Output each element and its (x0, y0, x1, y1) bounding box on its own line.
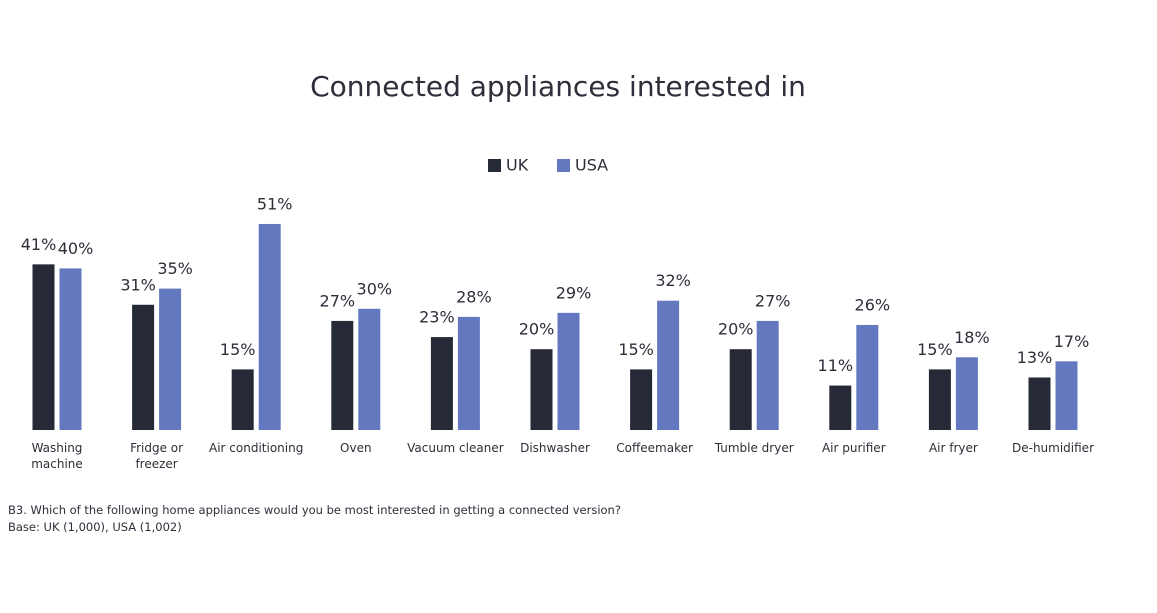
bar (928, 369, 951, 430)
footnote: Base: UK (1,000), USA (1,002) (8, 520, 182, 534)
data-label: 32% (655, 271, 691, 290)
bar (59, 268, 82, 430)
bar (32, 264, 55, 430)
data-label: 15% (917, 340, 953, 359)
data-label: 20% (519, 320, 555, 339)
data-label: 27% (320, 291, 356, 310)
data-label: 15% (220, 340, 256, 359)
legend-swatch (557, 159, 570, 172)
x-tick-label: Vacuum cleaner (407, 441, 504, 455)
bar (1028, 377, 1051, 430)
data-label: 23% (419, 308, 455, 327)
data-label: 30% (357, 279, 393, 298)
bar (729, 349, 752, 430)
x-tick-label: Air fryer (928, 441, 978, 455)
bar (132, 304, 155, 430)
bar (358, 308, 381, 430)
legend-label: USA (575, 156, 608, 175)
bar (530, 349, 553, 430)
data-label: 51% (257, 194, 293, 213)
legend-label: UK (506, 156, 529, 175)
data-label: 11% (818, 356, 854, 375)
data-label: 27% (755, 291, 791, 310)
bar (756, 320, 779, 430)
data-label: 17% (1054, 332, 1090, 351)
bar (457, 316, 480, 430)
legend-swatch (488, 159, 501, 172)
data-label: 15% (618, 340, 654, 359)
bar (331, 320, 354, 430)
data-label: 41% (21, 235, 57, 254)
x-tick-label: Coffeemaker (616, 441, 693, 455)
data-label: 20% (718, 320, 754, 339)
chart-title: Connected appliances interested in (310, 70, 806, 103)
bar (657, 300, 680, 430)
data-label: 31% (120, 275, 156, 294)
data-label: 26% (855, 295, 891, 314)
x-tick-label: Air purifier (821, 441, 886, 455)
x-tick-label: Dishwasher (520, 441, 590, 455)
data-label: 29% (556, 283, 592, 302)
bar (430, 337, 453, 430)
bar (630, 369, 653, 430)
bar (955, 357, 978, 430)
data-label: 40% (58, 239, 94, 258)
data-label: 13% (1017, 348, 1053, 367)
footnote: B3. Which of the following home applianc… (8, 503, 621, 517)
bar (258, 223, 281, 430)
data-label: 18% (954, 328, 990, 347)
bar (231, 369, 254, 430)
x-tick-label: Fridge or freezer (130, 441, 184, 471)
bar (829, 385, 852, 430)
data-label: 35% (157, 259, 193, 278)
data-label: 28% (456, 287, 492, 306)
bar (159, 288, 182, 430)
bar (557, 312, 580, 430)
bar (1055, 361, 1078, 430)
bar (856, 324, 879, 430)
x-tick-label: Air conditioning (209, 441, 304, 455)
x-tick-label: Oven (340, 441, 372, 455)
x-tick-label: Washing machine (31, 441, 83, 471)
x-tick-label: De-humidifier (1011, 441, 1094, 455)
x-tick-label: Tumble dryer (714, 441, 794, 455)
